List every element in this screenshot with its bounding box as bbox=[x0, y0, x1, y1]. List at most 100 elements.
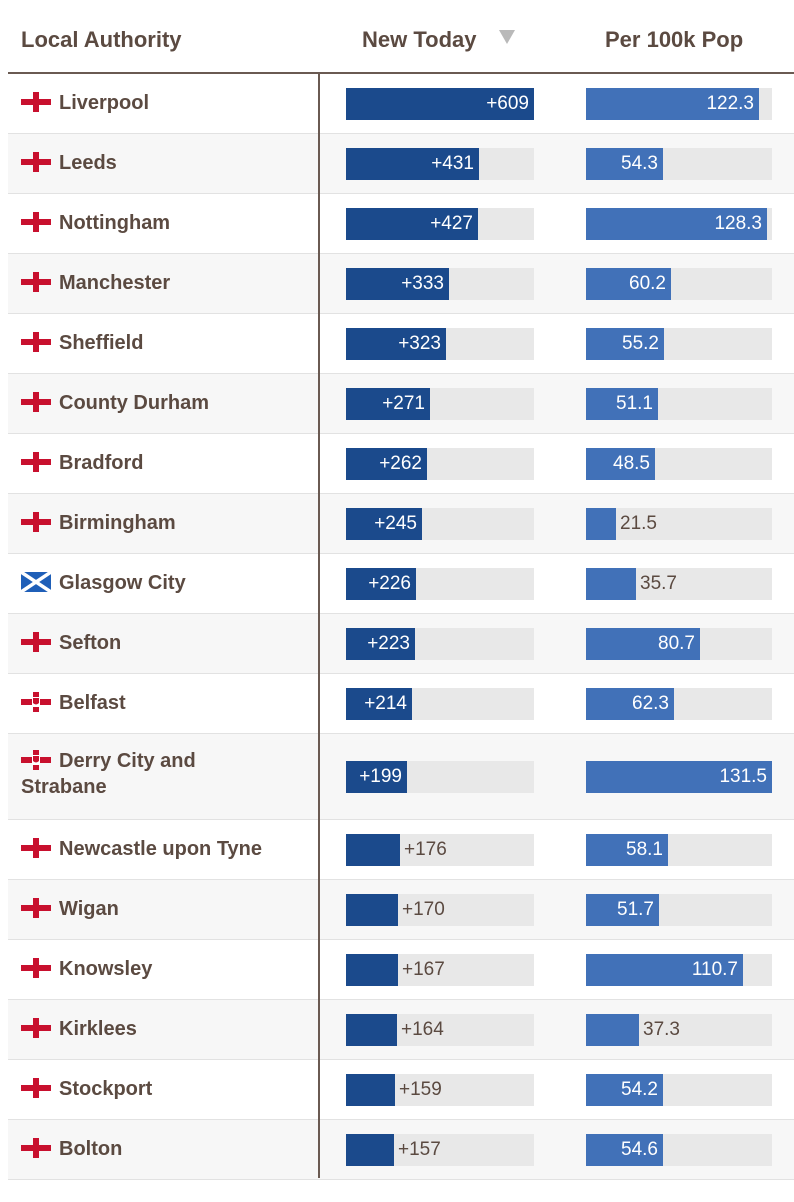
column-header-local-authority[interactable]: Local Authority bbox=[21, 27, 182, 52]
new-today-value: +226 bbox=[368, 573, 411, 594]
per-100k-value: 55.2 bbox=[622, 333, 659, 354]
new-today-bar bbox=[346, 268, 449, 300]
table-row[interactable]: Newcastle upon Tyne +176 58.1 bbox=[8, 820, 794, 880]
per-100k-bar bbox=[586, 208, 767, 240]
flag-slot bbox=[21, 452, 59, 472]
table-row[interactable]: Belfast +214 62.3 bbox=[8, 674, 794, 734]
england-flag-icon bbox=[21, 1078, 51, 1098]
per-100k-track: 122.3 bbox=[586, 88, 772, 120]
new-today-track: +170 bbox=[346, 894, 534, 926]
table-row[interactable]: Nottingham +427 128.3 bbox=[8, 194, 794, 254]
england-flag-icon bbox=[21, 272, 51, 292]
new-today-value: +431 bbox=[431, 153, 474, 174]
table-row[interactable]: Glasgow City +226 35.7 bbox=[8, 554, 794, 614]
authority-name: Sefton bbox=[21, 630, 321, 656]
new-today-value: +245 bbox=[374, 513, 417, 534]
new-today-track: +223 bbox=[346, 628, 534, 660]
per-100k-track: 21.5 bbox=[586, 508, 772, 540]
table-row[interactable]: Stockport +159 54.2 bbox=[8, 1060, 794, 1120]
authority-label: Bolton bbox=[59, 1138, 123, 1160]
new-today-bar bbox=[346, 761, 407, 793]
new-today-value: +164 bbox=[401, 1019, 444, 1040]
new-today-value: +157 bbox=[398, 1139, 441, 1160]
authority-label: Bradford bbox=[59, 452, 144, 474]
per-100k-bar bbox=[586, 894, 659, 926]
new-today-track: +159 bbox=[346, 1074, 534, 1106]
england-flag-icon bbox=[21, 512, 51, 532]
table-row[interactable]: Kirklees +164 37.3 bbox=[8, 1000, 794, 1060]
per-100k-bar bbox=[586, 508, 616, 540]
authority-label: Wigan bbox=[59, 898, 119, 920]
table-row[interactable]: Sheffield +323 55.2 bbox=[8, 314, 794, 374]
per-100k-bar bbox=[586, 568, 636, 600]
sort-descending-icon[interactable] bbox=[499, 30, 515, 44]
england-flag-icon bbox=[21, 838, 51, 858]
table-row[interactable]: County Durham +271 51.1 bbox=[8, 374, 794, 434]
per-100k-bar bbox=[586, 688, 674, 720]
new-today-value: +427 bbox=[430, 213, 473, 234]
authority-name: County Durham bbox=[21, 390, 321, 416]
authority-label: Glasgow City bbox=[59, 572, 186, 594]
per-100k-track: 62.3 bbox=[586, 688, 772, 720]
northern-ireland-flag-icon bbox=[21, 692, 51, 712]
table-row[interactable]: Derry City and Strabane +199 131.5 bbox=[8, 734, 794, 820]
authority-name: Belfast bbox=[21, 690, 321, 716]
new-today-value: +214 bbox=[364, 693, 407, 714]
flag-slot bbox=[21, 898, 59, 918]
table-header: Local Authority New Today Per 100k Pop bbox=[8, 0, 794, 74]
new-today-track: +271 bbox=[346, 388, 534, 420]
england-flag-icon bbox=[21, 212, 51, 232]
per-100k-value: 54.2 bbox=[621, 1079, 658, 1100]
new-today-value: +159 bbox=[399, 1079, 442, 1100]
table-row[interactable]: Bolton +157 54.6 bbox=[8, 1120, 794, 1180]
england-flag-icon bbox=[21, 632, 51, 652]
per-100k-value: 51.7 bbox=[617, 899, 654, 920]
england-flag-icon bbox=[21, 392, 51, 412]
per-100k-value: 54.3 bbox=[621, 153, 658, 174]
table-row[interactable]: Bradford +262 48.5 bbox=[8, 434, 794, 494]
new-today-track: +226 bbox=[346, 568, 534, 600]
new-today-value: +176 bbox=[404, 839, 447, 860]
authority-label: Derry City and Strabane bbox=[21, 750, 196, 798]
new-today-value: +333 bbox=[401, 273, 444, 294]
new-today-track: +164 bbox=[346, 1014, 534, 1046]
column-header-per-100k[interactable]: Per 100k Pop bbox=[605, 27, 744, 52]
authority-name: Glasgow City bbox=[21, 570, 321, 596]
authority-label: Kirklees bbox=[59, 1018, 137, 1040]
england-flag-icon bbox=[21, 452, 51, 472]
per-100k-track: 35.7 bbox=[586, 568, 772, 600]
per-100k-bar bbox=[586, 1014, 639, 1046]
authority-name: Nottingham bbox=[21, 210, 321, 236]
new-today-track: +157 bbox=[346, 1134, 534, 1166]
per-100k-bar bbox=[586, 148, 663, 180]
table-row[interactable]: Leeds +431 54.3 bbox=[8, 134, 794, 194]
flag-slot bbox=[21, 632, 59, 652]
table-row[interactable]: Sefton +223 80.7 bbox=[8, 614, 794, 674]
per-100k-track: 37.3 bbox=[586, 1014, 772, 1046]
flag-slot bbox=[21, 838, 59, 858]
per-100k-track: 128.3 bbox=[586, 208, 772, 240]
new-today-value: +199 bbox=[359, 766, 402, 787]
table-row[interactable]: Manchester +333 60.2 bbox=[8, 254, 794, 314]
per-100k-bar bbox=[586, 834, 668, 866]
new-today-bar bbox=[346, 508, 422, 540]
per-100k-value: 80.7 bbox=[658, 633, 695, 654]
table-row[interactable]: Knowsley +167 110.7 bbox=[8, 940, 794, 1000]
authority-name: Bradford bbox=[21, 450, 321, 476]
per-100k-bar bbox=[586, 761, 772, 793]
flag-slot bbox=[21, 1078, 59, 1098]
new-today-track: +431 bbox=[346, 148, 534, 180]
england-flag-icon bbox=[21, 152, 51, 172]
per-100k-track: 48.5 bbox=[586, 448, 772, 480]
column-header-new-today[interactable]: New Today bbox=[362, 27, 477, 52]
table-row[interactable]: Liverpool +609 122.3 bbox=[8, 74, 794, 134]
england-flag-icon bbox=[21, 958, 51, 978]
per-100k-bar bbox=[586, 1074, 663, 1106]
flag-slot bbox=[21, 1018, 59, 1038]
england-flag-icon bbox=[21, 898, 51, 918]
table-row[interactable]: Birmingham +245 21.5 bbox=[8, 494, 794, 554]
authority-name: Kirklees bbox=[21, 1016, 321, 1042]
per-100k-bar bbox=[586, 1134, 663, 1166]
table-row[interactable]: Wigan +170 51.7 bbox=[8, 880, 794, 940]
per-100k-bar bbox=[586, 328, 664, 360]
